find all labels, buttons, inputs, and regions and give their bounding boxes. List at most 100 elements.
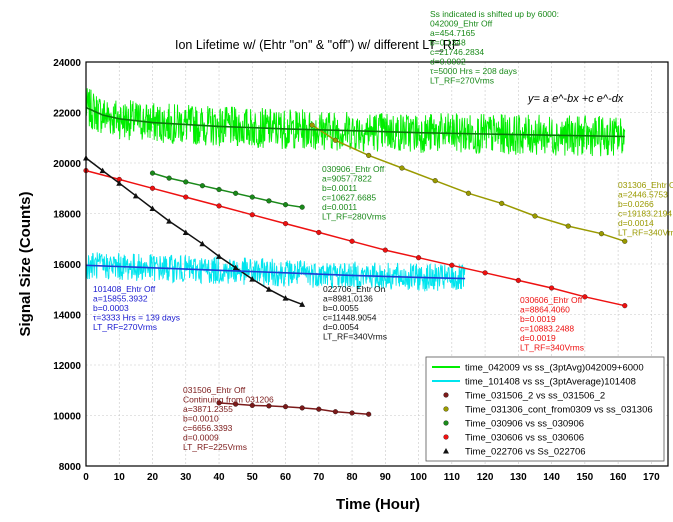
y-tick-label: 14000 — [53, 311, 81, 322]
data-point — [216, 186, 222, 193]
legend-label: Time_031306_cont_from0309 vs ss_031306 — [465, 405, 653, 416]
series-1 — [309, 122, 628, 244]
data-point — [233, 190, 239, 196]
legend-label: time_101408 vs ss_(3ptAverage)101408 — [465, 377, 636, 388]
data-point — [299, 204, 305, 210]
annotation-line: a=3871.2355 — [183, 404, 233, 414]
data-point — [549, 285, 555, 291]
annotation-e031506: 031506_Ehtr Off Continuing from 031206 a=3… — [183, 385, 274, 452]
x-tick-label: 170 — [643, 472, 660, 483]
annotation-line: b=0.0055 — [323, 303, 359, 313]
annotation-line: b=0.1348 — [430, 38, 466, 48]
fit-101408 — [85, 264, 466, 280]
data-point — [249, 402, 255, 408]
annotation-e031306: 031306_Ehtr Offa=2446.5753b=0.0266c=1918… — [618, 180, 673, 238]
data-point — [266, 403, 272, 409]
data-point — [598, 231, 605, 237]
y-axis-label: Signal Size (Counts) — [17, 191, 34, 336]
data-point — [622, 238, 628, 244]
data-point — [216, 203, 222, 209]
data-point — [299, 301, 306, 307]
annotation-line: b=0.0010 — [183, 414, 219, 424]
data-point — [266, 198, 272, 204]
legend-swatch — [443, 434, 449, 440]
data-point — [499, 200, 505, 206]
plot-frame — [85, 61, 669, 467]
x-tick-label: 50 — [247, 472, 259, 483]
annotation-line: b=0.0019 — [520, 314, 556, 324]
annotation-line: 030906_Ehtr Off — [322, 164, 385, 174]
data-point — [149, 185, 156, 191]
y-tick-label: 18000 — [53, 210, 81, 221]
series-2 — [149, 170, 305, 210]
annotation-line: LT_RF=280Vrms — [322, 212, 386, 222]
annotation-line: b=0.0266 — [618, 199, 654, 209]
annotation-line: 030606_Ehtr Off — [520, 295, 583, 305]
annotation-line: c=10627.6685 — [322, 193, 376, 203]
annotation-line: τ=3333 Hrs = 139 days — [93, 313, 180, 323]
x-tick-label: 100 — [410, 472, 427, 483]
data-point — [99, 167, 106, 174]
band-101408 — [85, 252, 466, 292]
data-point — [282, 202, 289, 208]
annotation-line: Ss indicated is shifted up by 6000: — [430, 9, 559, 19]
data-point — [432, 178, 438, 184]
legend-swatch — [443, 448, 449, 454]
x-tick-label: 160 — [610, 472, 627, 483]
band-042009 — [85, 88, 626, 157]
annotation-line: 101408_Ehtr Off — [93, 284, 156, 294]
annotation-line: a=454.7165 — [430, 28, 475, 38]
annotation-line: c=21746.2834 — [430, 47, 484, 57]
x-tick-label: 110 — [444, 472, 461, 483]
annotation-line: b=0.0011 — [322, 183, 357, 193]
x-tick-label: 40 — [213, 472, 225, 483]
annotation-e022706: 022706_Ehtr On a=8981.0136 b=0.0055 c=11448… — [323, 284, 387, 342]
annotation-shift: Ss indicated is shifted up by 6000: 04200… — [430, 9, 559, 86]
fit-formula: y= a e^-bx +c e^-dx — [527, 93, 624, 105]
data-point — [622, 303, 628, 309]
annotation-line: d=0.0014 — [618, 218, 654, 228]
y-tick-label: 8000 — [59, 462, 82, 473]
data-point — [249, 276, 256, 282]
data-point — [199, 240, 206, 247]
annotation-line: LT_RF=270Vrms — [430, 76, 494, 86]
annotation-line: a=15855.3932 — [93, 294, 148, 304]
x-tick-label: 80 — [346, 472, 358, 483]
data-point — [316, 406, 322, 412]
x-tick-label: 20 — [147, 472, 159, 483]
annotation-line: 031506_Ehtr Off — [183, 385, 246, 395]
chart-title: Ion Lifetime w/ (Ehtr "on" & "off") w/ d… — [175, 38, 460, 52]
x-tick-label: 10 — [114, 472, 126, 483]
legend-label: Time_022706 vs Ss_022706 — [465, 447, 586, 458]
annotation-line: d=0.0009 — [183, 433, 219, 443]
y-tick-label: 10000 — [53, 412, 81, 423]
annotation-line: c=19183.2194 — [618, 209, 672, 219]
annotation-line: LT_RF=340Vrms — [520, 343, 584, 353]
data-point — [366, 411, 372, 417]
legend-label: Time_030606 vs ss_030606 — [465, 433, 584, 444]
x-tick-labels: 0 10 20 30 40 50 60 70 80 90 100 110 120 130 140 150 160… — [83, 472, 660, 483]
data-point — [349, 238, 355, 244]
annotation-line: d=0.0054 — [323, 322, 359, 332]
series-3 — [83, 168, 628, 309]
data-point — [132, 192, 139, 199]
fit-line — [85, 157, 303, 306]
data-point — [449, 262, 455, 268]
data-point — [465, 190, 472, 196]
annotation-line: a=8864.4060 — [520, 305, 570, 315]
data-point — [282, 404, 289, 410]
x-tick-label: 60 — [280, 472, 292, 483]
annotation-line: 042009_Ehtr Off — [430, 19, 493, 29]
annotation-line: Continuing from 031206 — [183, 395, 274, 405]
series-0 — [216, 400, 372, 417]
data-point — [399, 165, 405, 171]
data-point — [382, 247, 388, 253]
fit-line — [152, 172, 303, 208]
x-tick-label: 140 — [543, 472, 560, 483]
legend-label: time_042009 vs ss_(3ptAvg)042009+6000 — [465, 363, 644, 374]
y-tick-label: 20000 — [53, 159, 81, 170]
x-tick-label: 0 — [83, 472, 89, 483]
annotation-line: LT_RF=225Vrms — [183, 442, 247, 452]
data-point — [582, 294, 588, 300]
annotation-line: c=6656.3393 — [183, 423, 233, 433]
